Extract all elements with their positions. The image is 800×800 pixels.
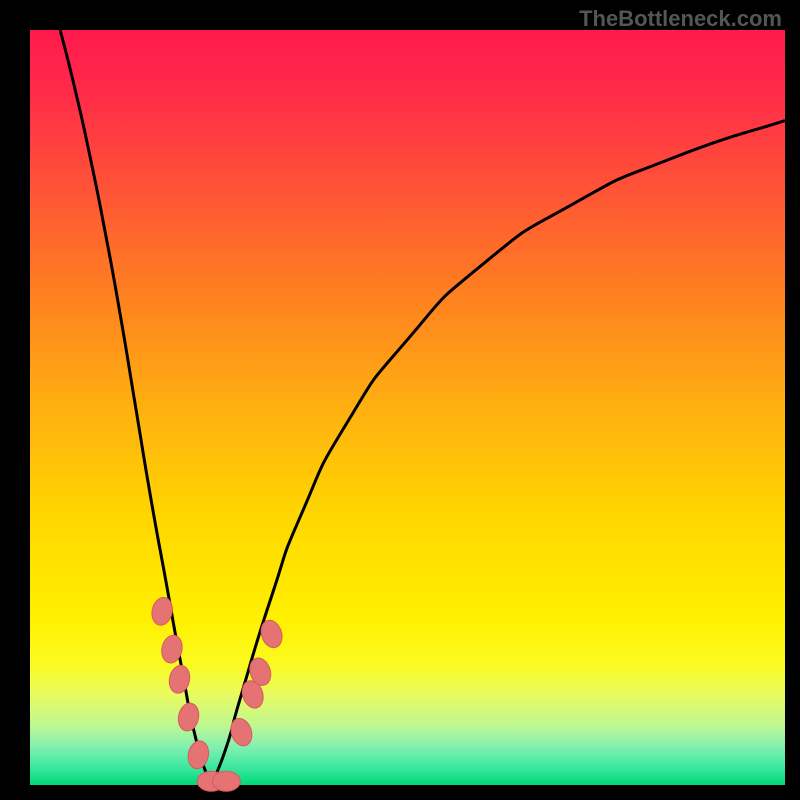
watermark-text: TheBottleneck.com — [579, 6, 782, 32]
plot-area — [30, 30, 785, 785]
markers-group — [149, 596, 285, 792]
chart-container: TheBottleneck.com — [0, 0, 800, 800]
data-marker — [186, 739, 211, 771]
data-marker — [176, 701, 201, 733]
curve-layer — [30, 30, 785, 785]
data-marker — [228, 716, 256, 749]
curve-right-arm — [211, 121, 785, 785]
data-marker — [167, 664, 192, 696]
data-marker — [149, 596, 174, 628]
data-marker — [212, 771, 240, 791]
